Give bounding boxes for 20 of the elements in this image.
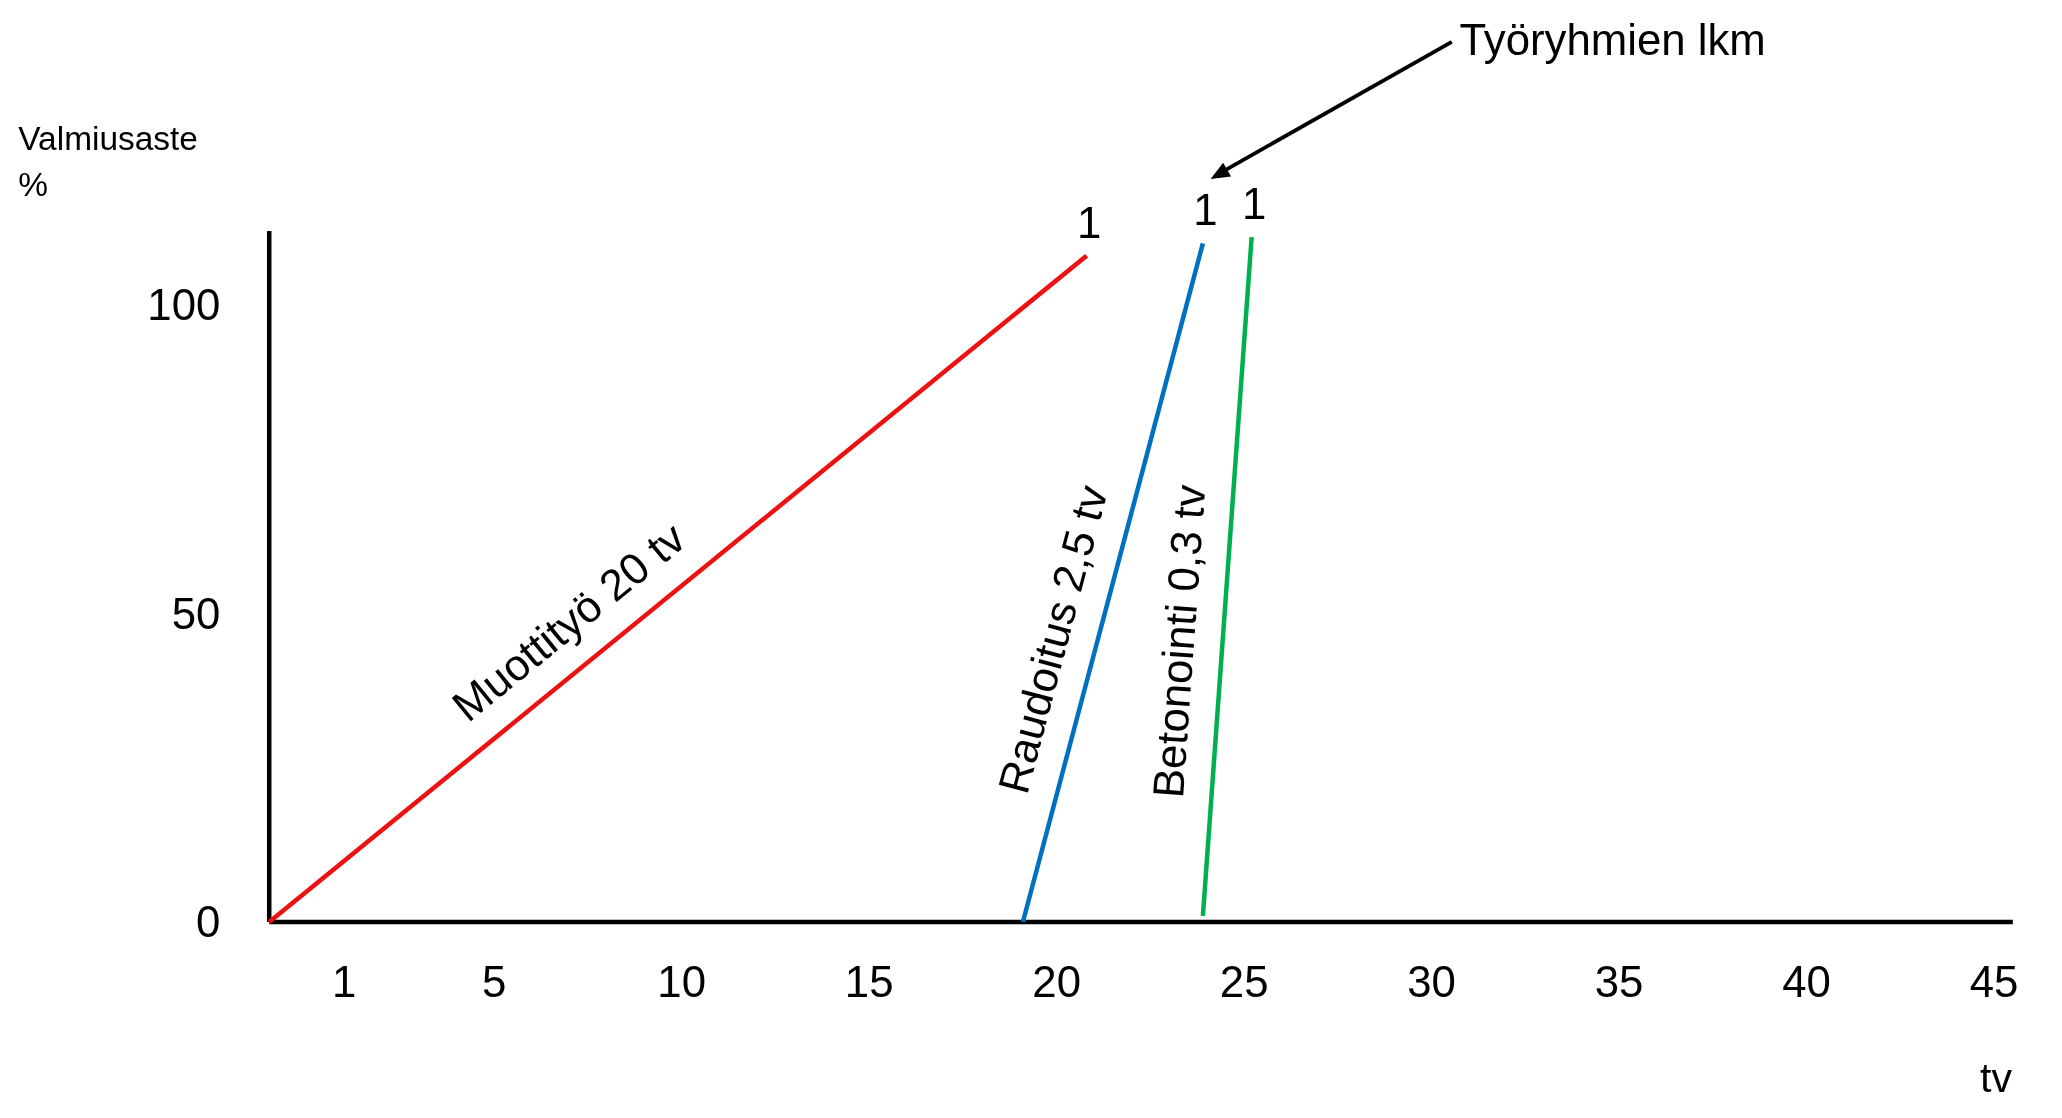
x-tick-label: 15 <box>844 956 894 1006</box>
x-tick-label: 25 <box>1219 956 1269 1006</box>
y-tick-label: 100 <box>147 280 221 330</box>
x-tick-label: 35 <box>1594 956 1644 1006</box>
text: Betonointi 0,3 tv <box>1143 482 1215 800</box>
x-axis-title: tv <box>1980 1054 2013 1101</box>
x-tick-label: 30 <box>1407 956 1456 1006</box>
x-tick-label: 5 <box>482 956 507 1006</box>
x-tick-label: 10 <box>657 956 707 1006</box>
y-tick-label: 50 <box>171 588 221 638</box>
annotation: 1 <box>1193 185 1218 235</box>
annotation: 1 <box>1242 179 1267 229</box>
x-tick-label: 45 <box>1969 956 2019 1006</box>
y-axis-title: Valmiusaste % <box>18 119 198 204</box>
x-tick-label: 1 <box>332 956 357 1006</box>
x-tick-label: 40 <box>1782 956 1831 1006</box>
text: Työryhmien lkm <box>1459 14 1766 64</box>
x-tick-label: 20 <box>1032 956 1081 1006</box>
annotation: 1 <box>1077 197 1102 247</box>
y-tick-label: 0 <box>195 897 221 947</box>
